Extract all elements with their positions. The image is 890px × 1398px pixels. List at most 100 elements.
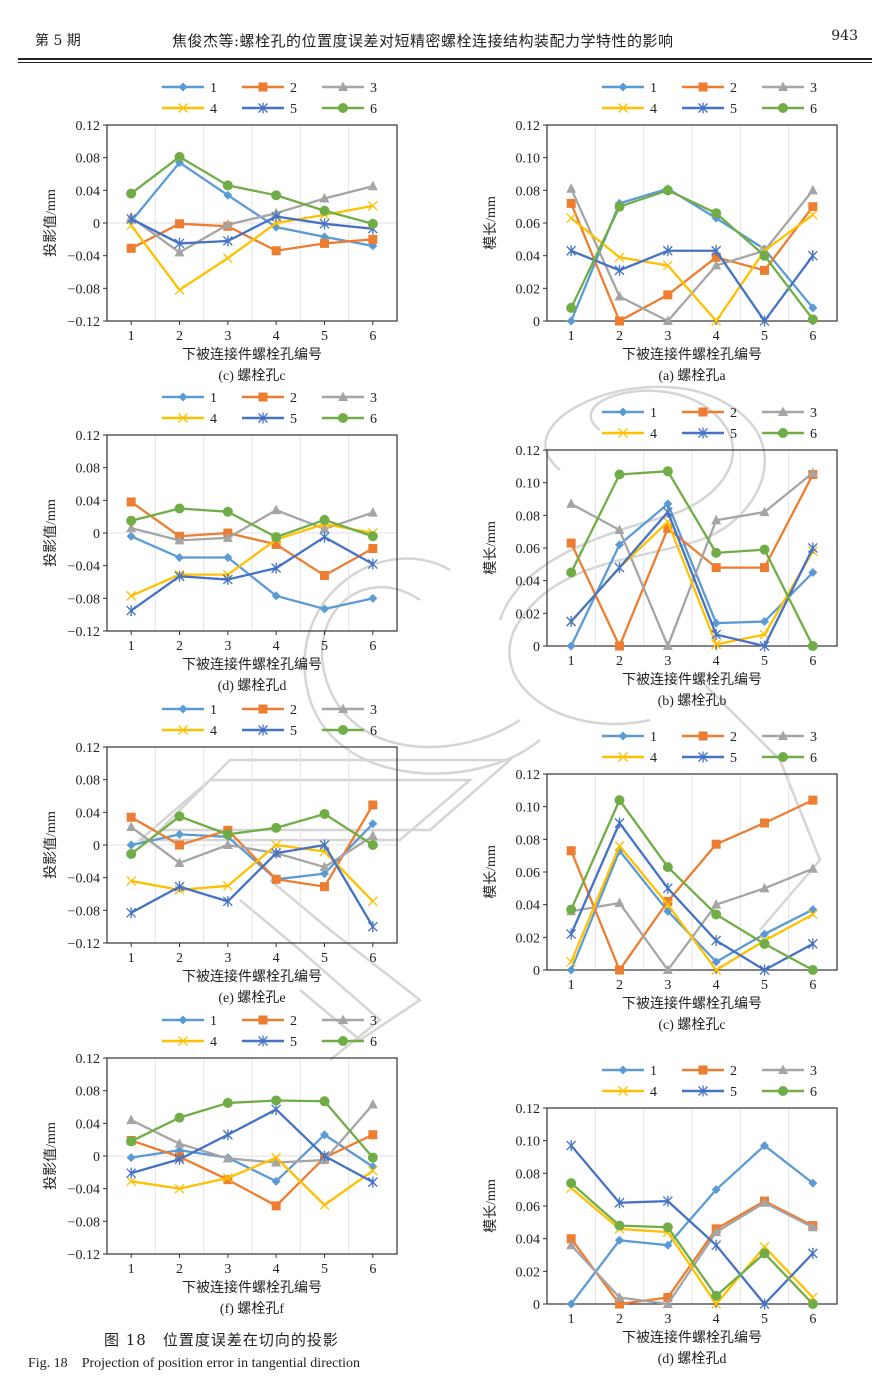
series-6: [566, 1178, 818, 1309]
legend-marker-icon: [178, 1015, 188, 1025]
data-point: [711, 957, 721, 967]
legend-marker-icon: [778, 81, 788, 91]
data-point: [711, 547, 722, 558]
data-point: [271, 504, 282, 515]
data-point: [711, 1185, 721, 1195]
y-tick-label: 0: [93, 217, 100, 232]
y-tick-label: 0.10: [516, 152, 541, 167]
y-tick-label: 0.02: [516, 1265, 541, 1280]
chart-right-c: 1 2 3 4 5 6 0.12 0.10 0.08 0.06 0.04 0.02 0 1 2 3 4 5 6 模长/…: [483, 730, 838, 1033]
x-tick-label: 4: [273, 1262, 280, 1277]
series-line: [130, 1133, 374, 1207]
data-point: [222, 895, 233, 907]
data-point: [663, 1240, 673, 1250]
data-point: [663, 523, 673, 533]
data-point: [126, 497, 136, 507]
data-point: [174, 285, 185, 295]
data-point: [368, 800, 378, 810]
legend-label: 2: [290, 81, 297, 96]
series-6: [126, 1095, 378, 1163]
x-tick-label: 4: [713, 654, 720, 669]
y-tick-label: 0.12: [76, 429, 101, 444]
legend-marker-icon: [618, 407, 628, 417]
legend-label: 5: [730, 1085, 737, 1100]
legend: 1 2 3 4 5 6: [602, 406, 817, 442]
legend-marker-icon: [178, 82, 188, 92]
data-point: [759, 964, 770, 976]
y-tick-label: 0.06: [516, 217, 541, 232]
data-point: [760, 265, 769, 275]
data-point: [614, 252, 625, 263]
y-tick-label: −0.08: [68, 904, 100, 919]
data-point: [614, 795, 625, 806]
data-point: [807, 641, 818, 651]
legend-marker-icon: [338, 703, 348, 713]
x-tick-label: 5: [321, 951, 328, 966]
data-point: [808, 568, 818, 577]
chart-panel-left-e: 1 2 3 4 5 6 0.12 0.08 0.04 0 −0.04 −0.08 −0.12 1 2 3 4 5 6…: [40, 697, 410, 1007]
legend: 1 2 3 4 5 6: [162, 1014, 377, 1050]
data-point: [126, 1153, 136, 1163]
legend-item-5: 5: [682, 102, 737, 117]
data-point: [711, 208, 722, 219]
series-line: [130, 804, 374, 888]
data-point: [807, 250, 818, 262]
legend-item-3: 3: [322, 81, 377, 96]
legend-item-4: 4: [162, 724, 217, 739]
data-point: [126, 875, 137, 886]
data-point: [808, 303, 818, 313]
y-tick-label: 0.12: [516, 444, 541, 459]
data-point: [566, 616, 577, 627]
data-point: [126, 590, 137, 601]
data-point: [711, 639, 722, 650]
x-tick-label: 2: [176, 639, 183, 654]
data-point: [614, 1291, 625, 1302]
legend-item-3: 3: [322, 391, 377, 406]
data-point: [126, 213, 137, 225]
data-point: [126, 1114, 137, 1125]
data-point: [271, 1103, 282, 1115]
data-point: [126, 515, 137, 526]
legend-item-4: 4: [602, 427, 657, 442]
x-tick-label: 1: [128, 329, 135, 344]
legend-item-1: 1: [162, 391, 217, 406]
data-point: [222, 506, 233, 517]
data-point: [807, 314, 818, 325]
series-line: [130, 822, 374, 881]
data-point: [174, 857, 185, 867]
legend-label: 6: [370, 724, 377, 739]
legend-label: 6: [370, 102, 377, 117]
x-tick-label: 2: [176, 1262, 183, 1277]
data-point: [222, 1173, 233, 1184]
data-point: [615, 316, 624, 326]
legend-marker-icon: [258, 724, 268, 736]
series-5: [566, 506, 818, 652]
legend-item-3: 3: [322, 703, 377, 718]
data-point: [126, 840, 136, 850]
y-tick-label: 0: [533, 1298, 540, 1313]
chart-caption: (c) 螺栓孔c: [218, 368, 285, 384]
legend-item-5: 5: [242, 1035, 297, 1050]
series-line: [130, 1108, 374, 1184]
legend-marker-icon: [338, 103, 348, 113]
y-tick-label: 0.08: [516, 1167, 541, 1182]
legend-label: 5: [290, 1035, 297, 1050]
data-point: [711, 909, 722, 920]
y-tick-label: −0.12: [68, 625, 100, 640]
x-tick-label: 6: [809, 329, 816, 344]
x-tick-label: 3: [224, 329, 231, 344]
data-point: [759, 506, 770, 517]
data-point: [222, 235, 233, 247]
y-tick-label: −0.12: [68, 937, 100, 952]
series-line: [570, 189, 814, 321]
data-point: [663, 1292, 673, 1302]
legend-item-2: 2: [682, 1064, 737, 1079]
legend-item-3: 3: [762, 406, 817, 421]
data-point: [174, 503, 185, 514]
chart-panel-right-b: 1 2 3 4 5 6 0.12 0.10 0.08 0.06 0.04 0.02 0 1 2 3 4 5 6 模长/…: [480, 400, 850, 710]
data-point: [662, 640, 673, 650]
y-tick-label: 0.10: [516, 801, 541, 816]
data-point: [759, 640, 770, 652]
data-point: [807, 1299, 818, 1309]
chart-right-b: 1 2 3 4 5 6 0.12 0.10 0.08 0.06 0.04 0.02 0 1 2 3 4 5 6 模长/…: [483, 406, 838, 709]
